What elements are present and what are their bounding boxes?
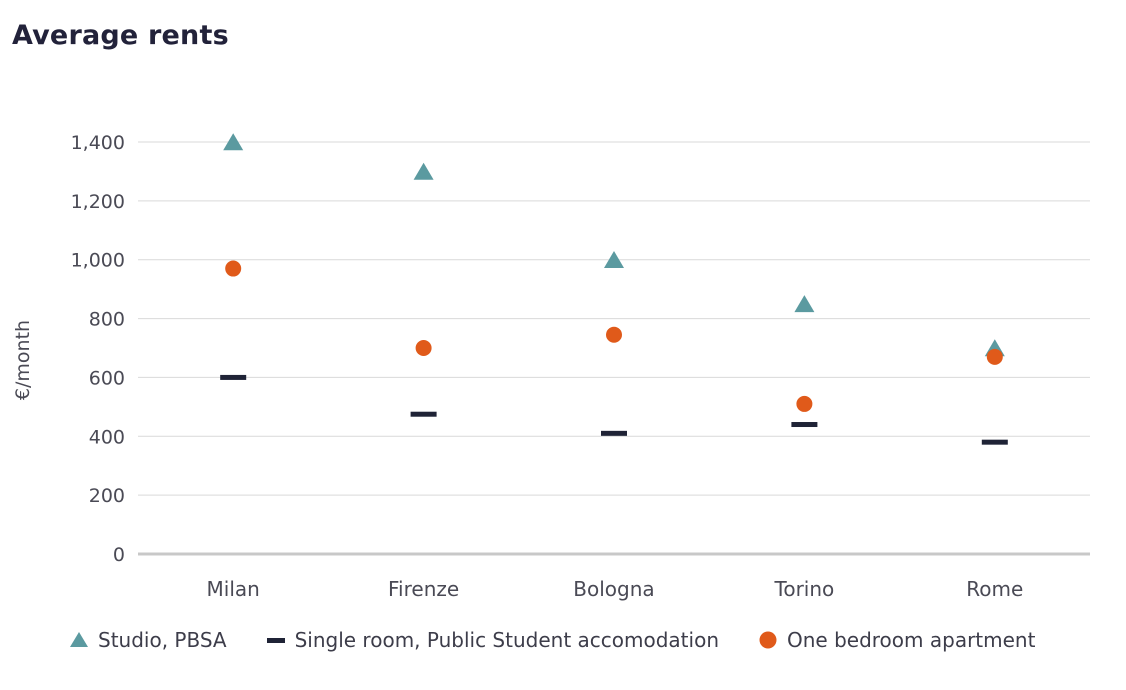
one-bedroom-point xyxy=(796,395,813,412)
studio-pbsa-point xyxy=(604,250,624,268)
triangle-marker-icon xyxy=(70,632,88,647)
chart-title: Average rents xyxy=(12,20,229,51)
one-bedroom-point xyxy=(986,348,1003,365)
x-tick-label: Milan xyxy=(207,577,260,601)
y-axis-label: €/month xyxy=(12,320,34,400)
single-room-point xyxy=(601,430,627,436)
y-tick-label: 600 xyxy=(89,367,125,389)
one-bedroom-point xyxy=(415,340,432,356)
chart-legend: Studio, PBSA Single room, Public Student … xyxy=(68,628,1035,652)
y-tick-label: 400 xyxy=(89,426,125,448)
dash-marker-icon xyxy=(266,638,285,643)
y-tick-label: 1,200 xyxy=(71,191,125,213)
studio-pbsa-point xyxy=(413,162,434,180)
single-room-point xyxy=(981,439,1008,445)
one-bedroom-point xyxy=(606,326,622,343)
x-tick-label: Firenze xyxy=(388,577,459,601)
y-tick-label: 0 xyxy=(113,544,125,566)
y-tick-label: 800 xyxy=(89,309,125,331)
legend-label: Single room, Public Student accomodation xyxy=(294,628,719,652)
scatter-chart: 0 200 400 600 800 1,000 1,200 1,400 Milan Firenze… xyxy=(12,132,1090,601)
studio-pbsa-point xyxy=(223,133,244,151)
single-room-point xyxy=(410,411,437,417)
y-tick-label: 1,400 xyxy=(71,132,125,154)
one-bedroom-point xyxy=(225,260,242,277)
x-tick-label: Torino xyxy=(774,577,835,601)
legend-item: One bedroom apartment xyxy=(757,628,1035,652)
legend-item: Single room, Public Student accomodation xyxy=(265,628,719,652)
studio-pbsa-point xyxy=(794,295,815,313)
y-tick-label: 200 xyxy=(89,485,125,507)
legend-label: One bedroom apartment xyxy=(787,628,1036,652)
single-room-point xyxy=(791,422,818,428)
x-tick-label: Bologna xyxy=(573,577,654,601)
single-room-point xyxy=(220,374,247,380)
y-tick-label: 1,000 xyxy=(71,250,125,272)
x-tick-label: Rome xyxy=(966,577,1023,601)
legend-item: Studio, PBSA xyxy=(68,628,227,652)
circle-marker-icon xyxy=(759,631,777,649)
legend-label: Studio, PBSA xyxy=(98,628,227,652)
